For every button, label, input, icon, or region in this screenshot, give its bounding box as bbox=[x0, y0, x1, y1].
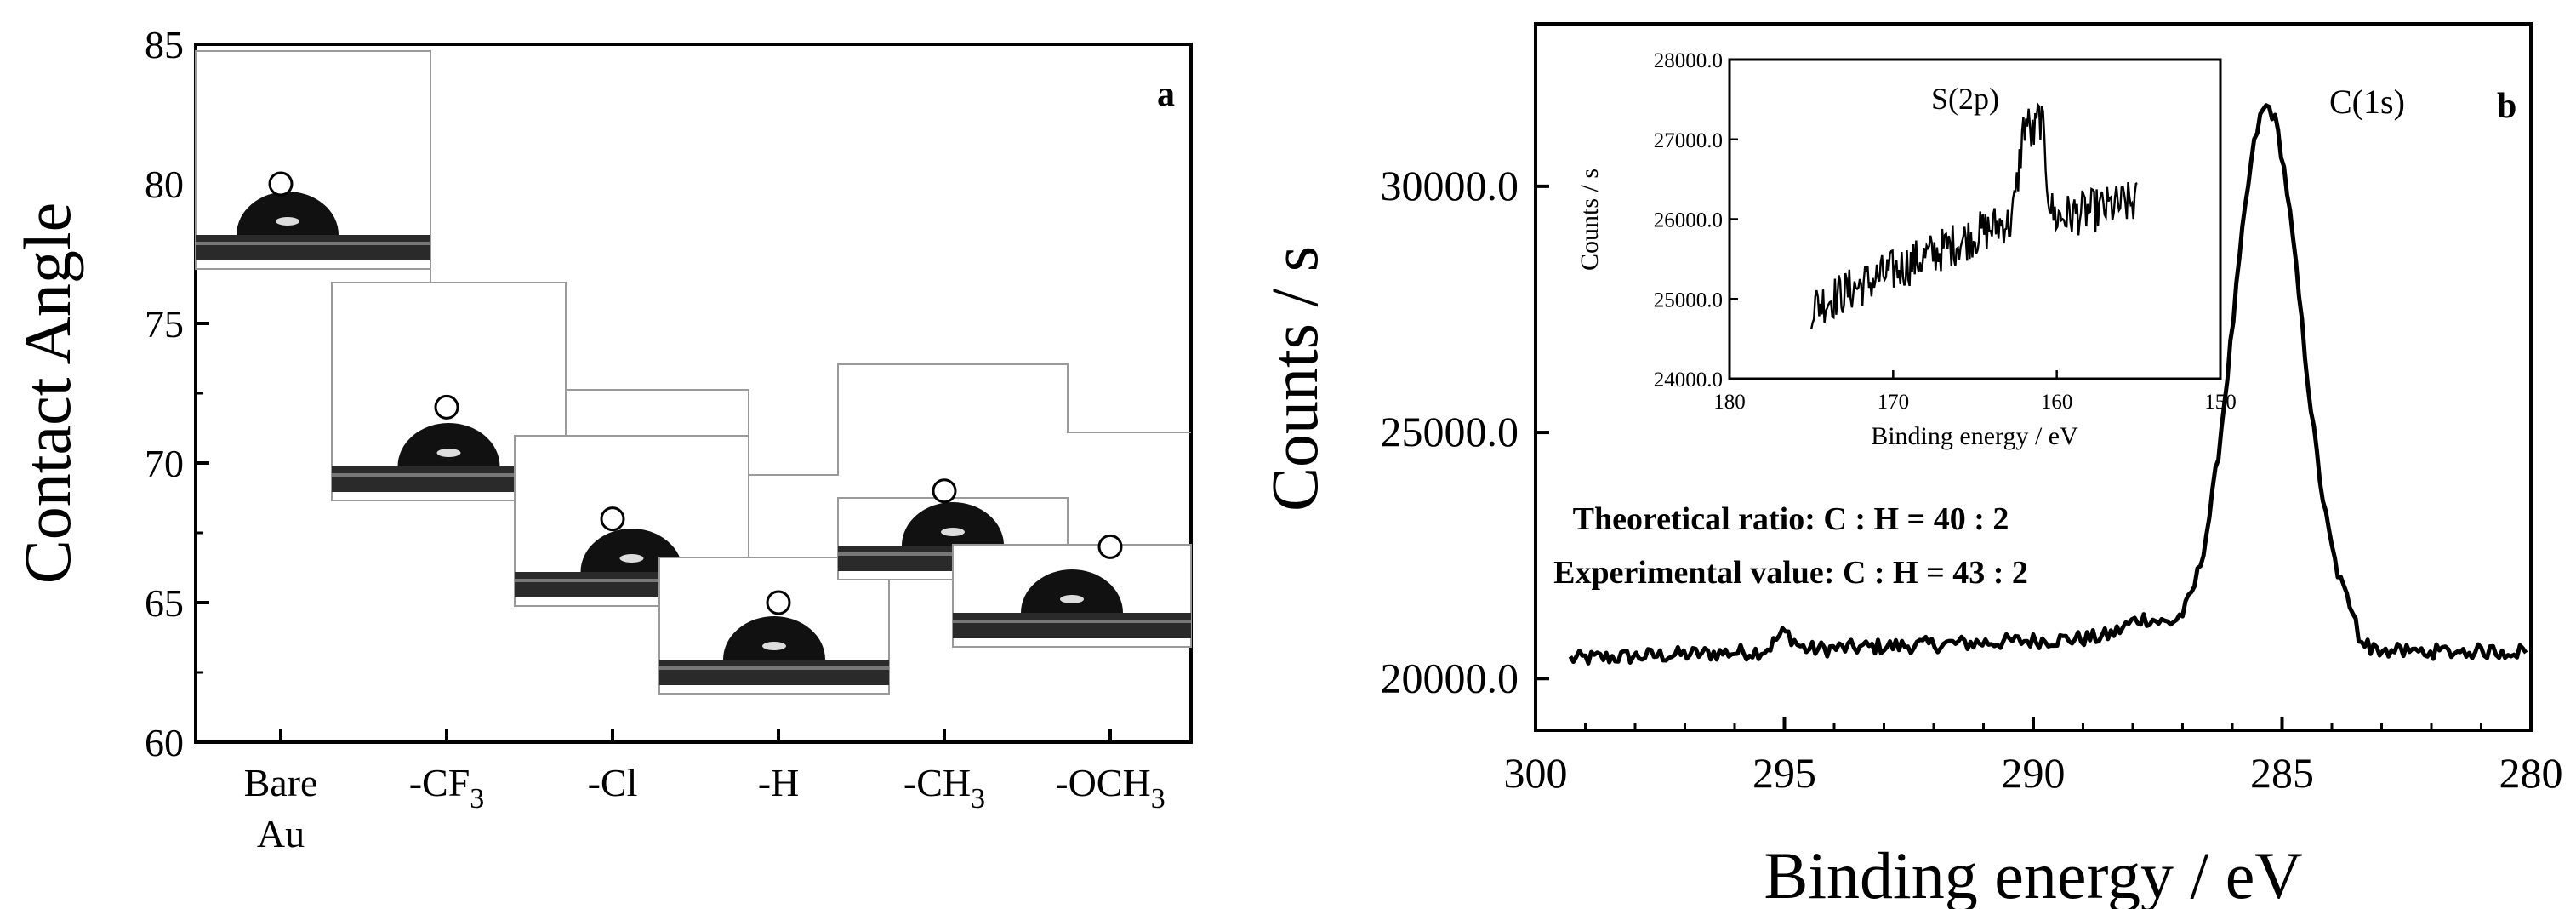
x-tick-label: -Cl bbox=[588, 761, 638, 804]
x-tick-label-line2: Au bbox=[257, 812, 305, 855]
x-tick-label-base: Bare bbox=[244, 761, 318, 804]
contact-angle-point bbox=[434, 394, 459, 420]
x-tick-label: 280 bbox=[2499, 749, 2563, 797]
substrate-reflection bbox=[332, 473, 566, 477]
contact-angle-point bbox=[932, 478, 957, 504]
x-tick-label-base: -CF bbox=[409, 761, 470, 804]
inset-y-tick-label: 27000.0 bbox=[1654, 129, 1723, 152]
x-tick-label-subscript: 3 bbox=[470, 783, 484, 815]
droplet-highlight bbox=[436, 449, 461, 457]
substrate-reflection bbox=[515, 579, 749, 582]
step-outline bbox=[430, 51, 1191, 476]
water-droplet bbox=[580, 529, 683, 572]
inset-x-tick-label: 150 bbox=[2204, 391, 2237, 414]
x-tick-label-base: -OCH bbox=[1055, 761, 1150, 804]
x-tick-label: 285 bbox=[2250, 749, 2314, 797]
panel-b-letter: b bbox=[2497, 87, 2516, 126]
substrate bbox=[196, 235, 430, 260]
droplet-photos bbox=[195, 50, 1192, 695]
inset-x-axis: 180 170 160 150 bbox=[1713, 370, 2237, 414]
substrate-reflection bbox=[953, 620, 1191, 623]
photo-outline-steps bbox=[430, 51, 1191, 476]
x-tick-label: 300 bbox=[1504, 749, 1568, 797]
y-tick-label: 20000.0 bbox=[1381, 654, 1519, 701]
water-droplet bbox=[1021, 569, 1123, 613]
droplet-highlight bbox=[619, 554, 644, 563]
x-tick-label-base: -CH bbox=[903, 761, 971, 804]
panel-a-letter: a bbox=[1157, 75, 1175, 114]
inset-s2p-chart: Counts / s Binding energy / eV S(2p) 240… bbox=[1576, 49, 2237, 450]
water-droplet bbox=[723, 616, 825, 660]
panel-b-xlabel: Binding energy / eV bbox=[1764, 838, 2302, 909]
x-tick-label: -H bbox=[758, 761, 800, 804]
xps-spectrum-line bbox=[1568, 103, 2528, 666]
panel-b: b Counts / s Binding energy / eV 20000.0… bbox=[1257, 22, 2563, 909]
inset-y-tick-label: 24000.0 bbox=[1654, 369, 1723, 392]
theoretical-ratio-annotation: Theoretical ratio: C : H = 40 : 2 bbox=[1573, 501, 2009, 537]
experimental-value-annotation: Experimental value: C : H = 43 : 2 bbox=[1553, 555, 2028, 591]
y-tick-label: 75 bbox=[145, 302, 184, 346]
x-tick-label: Bare bbox=[244, 761, 318, 804]
inset-y-tick-label: 28000.0 bbox=[1654, 49, 1723, 72]
contact-angle-point bbox=[600, 506, 625, 532]
y-tick-label: 80 bbox=[145, 163, 184, 206]
contact-angle-point bbox=[766, 590, 791, 615]
substrate-reflection bbox=[659, 666, 889, 670]
y-tick-label: 70 bbox=[145, 442, 184, 485]
panel-a-y-axis: 60 65 70 75 80 85 bbox=[145, 23, 209, 764]
panel-b-ylabel: Counts / s bbox=[1257, 246, 1331, 512]
panel-a-ylabel: Contact Angle bbox=[10, 203, 84, 584]
inset-xlabel: Binding energy / eV bbox=[1871, 422, 2078, 450]
y-tick-label: 60 bbox=[145, 721, 184, 764]
y-tick-label: 25000.0 bbox=[1381, 408, 1519, 455]
panel-b-x-axis: 300 295 290 285 280 bbox=[1504, 717, 2563, 797]
inset-x-tick-label: 170 bbox=[1878, 391, 1910, 414]
water-droplet bbox=[902, 502, 1004, 546]
x-tick-label-subscript: 3 bbox=[1151, 783, 1165, 815]
droplet-photo bbox=[952, 544, 1192, 648]
droplet-photo bbox=[195, 50, 431, 270]
y-tick-label: 30000.0 bbox=[1381, 162, 1519, 209]
inset-ylabel: Counts / s bbox=[1576, 169, 1604, 271]
x-tick-label: -CF3 bbox=[409, 761, 485, 815]
inset-y-tick-label: 25000.0 bbox=[1654, 289, 1723, 312]
substrate-reflection bbox=[196, 242, 430, 245]
panel-a-markers bbox=[268, 171, 1123, 615]
droplet-highlight bbox=[1060, 595, 1084, 603]
contact-angle-point bbox=[1097, 534, 1123, 559]
c1s-peak-label: C(1s) bbox=[2329, 83, 2405, 121]
water-droplet bbox=[397, 423, 500, 466]
x-tick-label-base: -Cl bbox=[588, 761, 638, 804]
substrate bbox=[659, 660, 889, 685]
panel-b-y-axis: 20000.0 25000.0 30000.0 bbox=[1381, 162, 1549, 701]
x-tick-label-subscript: 3 bbox=[971, 783, 985, 815]
x-tick-label: -OCH3 bbox=[1055, 761, 1165, 815]
y-tick-label: 65 bbox=[145, 581, 184, 625]
x-tick-label: 290 bbox=[2002, 749, 2066, 797]
substrate bbox=[953, 613, 1191, 638]
inset-x-tick-label: 180 bbox=[1713, 391, 1746, 414]
contact-angle-point bbox=[268, 171, 294, 197]
x-tick-label-base: -H bbox=[758, 761, 800, 804]
droplet-highlight bbox=[762, 642, 786, 650]
water-droplet bbox=[237, 192, 339, 235]
x-tick-label: 295 bbox=[1752, 749, 1816, 797]
inset-y-tick-label: 26000.0 bbox=[1654, 209, 1723, 232]
s2p-peak-label: S(2p) bbox=[1931, 82, 1999, 116]
x-tick-label: -CH3 bbox=[903, 761, 985, 815]
inset-x-tick-label: 160 bbox=[2041, 391, 2073, 414]
droplet-highlight bbox=[941, 528, 965, 536]
inset-spectrum-line bbox=[1810, 101, 2138, 329]
y-tick-label: 85 bbox=[145, 23, 184, 66]
inset-y-axis: 24000.0 25000.0 26000.0 27000.0 28000.0 bbox=[1654, 49, 1738, 392]
droplet-photo bbox=[658, 557, 890, 695]
droplet-highlight bbox=[276, 217, 299, 226]
